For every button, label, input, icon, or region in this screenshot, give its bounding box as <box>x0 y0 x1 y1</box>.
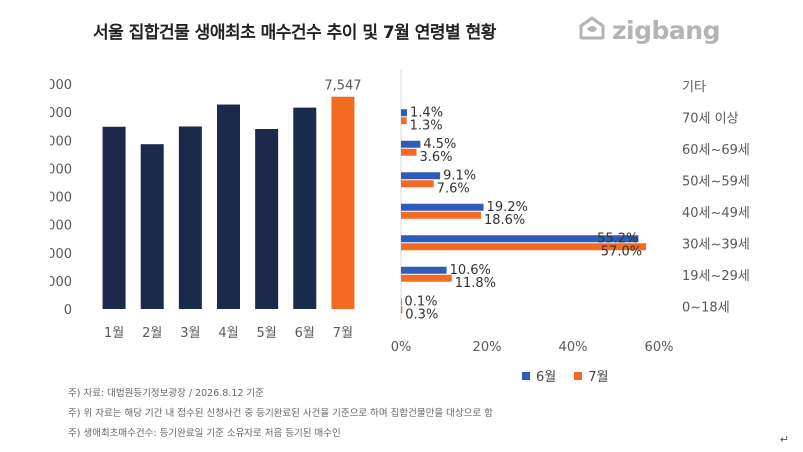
age-category-label: 0~18세 <box>682 300 730 315</box>
age-bar-label: 55.2% <box>597 231 638 246</box>
month-bar <box>102 126 126 309</box>
age-bar-label: 7.6% <box>437 181 470 196</box>
age-bar <box>401 172 441 180</box>
legend-swatch-june <box>522 371 530 380</box>
legend-label-july: 7월 <box>588 370 609 385</box>
logo-wordmark: zigbang <box>612 15 720 45</box>
age-bar <box>401 203 484 211</box>
age-bar-label: 1.3% <box>410 118 443 133</box>
age-bar-label: 57.0% <box>601 244 642 259</box>
age-bar <box>401 306 403 314</box>
age-bar <box>401 298 402 306</box>
legend-label-june: 6월 <box>536 370 557 385</box>
age-bar <box>401 235 639 243</box>
x-tick-label: 2월 <box>142 326 162 341</box>
age-category-label: 50세~59세 <box>682 174 750 189</box>
x-tick-label: 1월 <box>104 326 124 341</box>
age-bar <box>401 274 452 282</box>
month-bar <box>217 104 240 309</box>
age-category-label: 19세~29세 <box>682 269 750 284</box>
age-category-label: 30세~39세 <box>682 237 750 252</box>
age-bar <box>401 140 421 148</box>
legend-item-june: 6월 <box>522 366 556 385</box>
age-category-label: 70세 이상 <box>682 111 739 126</box>
x-tick-label: 40% <box>559 340 588 355</box>
footnote-scope: 주) 위 자료는 해당 기간 내 접수된 신청사건 중 등기완료된 사건을 기준… <box>68 408 493 419</box>
age-bar <box>401 148 417 156</box>
month-bar <box>178 126 202 309</box>
month-bar <box>331 96 355 309</box>
y-tick-label: 1,000 <box>50 275 72 290</box>
chart-title: 서울 집합건물 생애최초 매수건수 추이 및 7월 연령별 현황 <box>93 23 496 43</box>
legend-item-july: 7월 <box>574 366 608 385</box>
age-bar <box>401 266 447 274</box>
x-tick-label: 7월 <box>333 326 353 341</box>
footnote-source: 주) 자료: 대법원등기정보광장 / 2026.8.12 기준 <box>68 388 264 399</box>
return-mark-icon: ↵ <box>779 433 789 446</box>
x-tick-label: 6월 <box>295 326 315 341</box>
age-bar-label: 1.4% <box>410 105 443 120</box>
age-bar <box>401 109 408 117</box>
bar-data-label: 7,547 <box>324 79 361 94</box>
age-bar-label: 0.3% <box>405 307 438 322</box>
zigbang-logo-icon <box>578 14 606 46</box>
brand-logo: zigbang <box>578 14 720 46</box>
age-bar-label: 9.1% <box>443 168 476 183</box>
legend-swatch-july <box>574 371 583 380</box>
y-tick-label: 2,000 <box>50 247 72 262</box>
age-bar-label: 11.8% <box>455 276 496 291</box>
x-tick-label: 0% <box>391 340 412 355</box>
y-tick-label: 0 <box>64 303 72 318</box>
age-category-label: 60세~69세 <box>682 143 750 158</box>
combined-chart: 0 1,000 2,000 3,000 4,000 5,000 6,000 7,000 8,00… <box>35 70 750 355</box>
age-bar-label: 19.2% <box>487 200 528 215</box>
x-tick-label: 4월 <box>218 326 238 341</box>
age-bar-label: 3.6% <box>419 150 452 165</box>
y-tick-label: 3,000 <box>50 219 72 234</box>
chart-panel: 0 1,000 2,000 3,000 4,000 5,000 6,000 7,000 8,00… <box>35 62 757 367</box>
age-bar-label: 18.6% <box>484 213 525 228</box>
age-bar <box>401 117 407 125</box>
age-category-label: 기타 <box>682 80 706 95</box>
y-tick-label: 8,000 <box>50 78 72 93</box>
x-tick-label: 3월 <box>180 326 200 341</box>
age-bar <box>401 243 647 251</box>
month-bar <box>293 107 317 309</box>
age-bar-label: 10.6% <box>450 263 491 278</box>
y-tick-label: 7,000 <box>50 106 72 121</box>
footnote-definition: 주) 생애최초매수건수: 등기완료일 기준 소유자로 처음 등기된 매수인 <box>68 428 341 439</box>
age-bar-label: 0.1% <box>404 294 437 309</box>
y-tick-label: 5,000 <box>50 162 72 177</box>
age-bar-label: 4.5% <box>423 137 456 152</box>
age-bar <box>401 180 434 188</box>
age-bar <box>401 211 481 219</box>
age-category-label: 40세~49세 <box>682 206 750 221</box>
x-tick-label: 5월 <box>257 326 277 341</box>
y-tick-label: 6,000 <box>50 134 72 149</box>
month-bar <box>255 129 279 309</box>
legend: 6월 7월 <box>522 366 626 385</box>
x-tick-label: 20% <box>473 340 502 355</box>
x-tick-label: 60% <box>645 340 674 355</box>
y-tick-label: 4,000 <box>50 191 72 206</box>
month-bar <box>140 144 164 309</box>
